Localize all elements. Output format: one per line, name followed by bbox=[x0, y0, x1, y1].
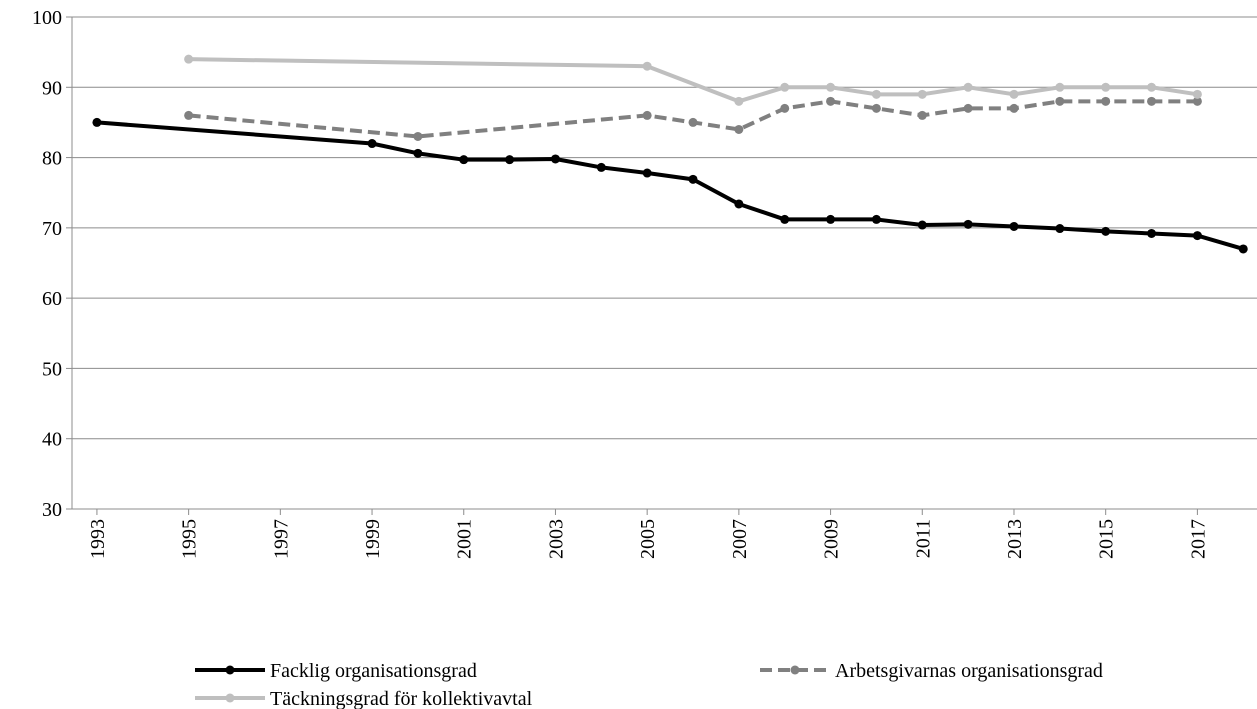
x-tick-label: 2005 bbox=[637, 519, 659, 559]
data-point bbox=[184, 54, 194, 64]
data-point bbox=[917, 110, 927, 120]
data-point bbox=[963, 82, 973, 92]
y-tick-label: 80 bbox=[42, 148, 62, 170]
data-point bbox=[734, 96, 744, 106]
series-line bbox=[188, 99, 1198, 139]
x-tick-label: 2001 bbox=[454, 519, 476, 559]
legend-label: Arbetsgivarnas organisationsgrad bbox=[835, 660, 1103, 682]
x-tick-label: 2009 bbox=[821, 519, 843, 559]
data-point bbox=[917, 220, 927, 230]
y-tick-label: 70 bbox=[42, 218, 62, 240]
data-point bbox=[826, 96, 836, 106]
data-point bbox=[871, 89, 881, 99]
data-point bbox=[871, 214, 881, 224]
data-point bbox=[826, 82, 836, 92]
data-point bbox=[963, 103, 973, 113]
data-point bbox=[1055, 224, 1065, 234]
data-point bbox=[1238, 244, 1248, 254]
data-point bbox=[184, 110, 194, 120]
data-point bbox=[1192, 96, 1202, 106]
legend-marker bbox=[790, 665, 800, 675]
x-tick-label: 1999 bbox=[362, 519, 384, 559]
data-point bbox=[596, 162, 606, 172]
y-tick-label: 100 bbox=[32, 7, 62, 29]
data-point bbox=[688, 117, 698, 127]
x-tick-label: 2003 bbox=[545, 519, 567, 559]
data-point bbox=[1147, 82, 1157, 92]
data-point bbox=[734, 124, 744, 134]
data-point bbox=[1192, 231, 1202, 241]
data-point bbox=[917, 89, 927, 99]
data-point bbox=[642, 168, 652, 178]
data-point bbox=[413, 148, 423, 158]
data-point bbox=[780, 82, 790, 92]
data-point bbox=[1009, 89, 1019, 99]
x-tick-label: 2017 bbox=[1187, 519, 1209, 559]
data-point bbox=[1101, 82, 1111, 92]
y-tick-label: 90 bbox=[42, 77, 62, 99]
x-tick-label: 2011 bbox=[912, 519, 934, 558]
legend-label: Täckningsgrad för kollektivavtal bbox=[270, 688, 533, 709]
legend-label: Facklig organisationsgrad bbox=[270, 660, 477, 682]
series-line bbox=[96, 120, 1244, 251]
data-point bbox=[505, 155, 515, 165]
data-point bbox=[413, 131, 423, 141]
y-tick-label: 30 bbox=[42, 499, 62, 521]
data-point bbox=[963, 219, 973, 229]
legend-marker bbox=[225, 693, 235, 703]
data-point bbox=[1055, 96, 1065, 106]
x-tick-label: 1997 bbox=[270, 519, 292, 559]
y-tick-label: 60 bbox=[42, 288, 62, 310]
data-point bbox=[642, 110, 652, 120]
x-tick-label: 1993 bbox=[87, 519, 109, 559]
data-point bbox=[1147, 228, 1157, 238]
y-tick-label: 40 bbox=[42, 429, 62, 451]
data-point bbox=[871, 103, 881, 113]
data-point bbox=[1192, 89, 1202, 99]
data-point bbox=[1009, 221, 1019, 231]
data-point bbox=[367, 139, 377, 149]
data-point bbox=[1055, 82, 1065, 92]
series-line bbox=[188, 57, 1198, 104]
x-tick-label: 2013 bbox=[1004, 519, 1026, 559]
data-point bbox=[642, 61, 652, 71]
data-point bbox=[780, 103, 790, 113]
x-tick-label: 1995 bbox=[179, 519, 201, 559]
data-point bbox=[734, 199, 744, 209]
legend-marker bbox=[225, 665, 235, 675]
data-point bbox=[1147, 96, 1157, 106]
x-tick-label: 2015 bbox=[1096, 519, 1118, 559]
data-point bbox=[1101, 226, 1111, 236]
data-point bbox=[780, 214, 790, 224]
data-point bbox=[92, 117, 102, 127]
y-tick-label: 50 bbox=[42, 358, 62, 380]
x-tick-label: 2007 bbox=[729, 519, 751, 559]
data-point bbox=[1009, 103, 1019, 113]
data-point bbox=[1101, 96, 1111, 106]
data-point bbox=[459, 155, 469, 165]
data-point bbox=[550, 154, 560, 164]
data-point bbox=[688, 174, 698, 184]
data-point bbox=[826, 214, 836, 224]
